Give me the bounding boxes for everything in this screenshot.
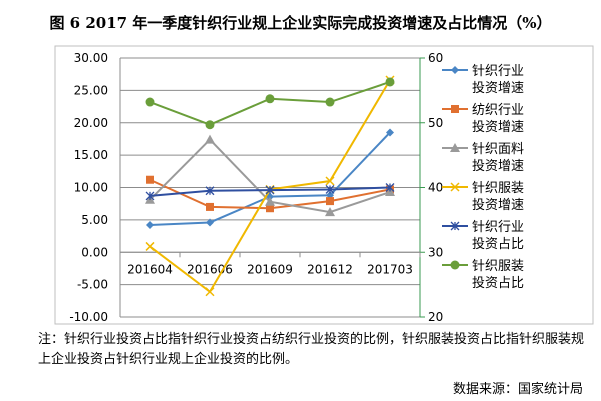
data-point bbox=[146, 221, 154, 230]
data-point bbox=[205, 134, 215, 144]
x-tick-label: 201703 bbox=[367, 262, 413, 276]
chart-title: 图 6 2017 年一季度针织行业规上企业实际完成投资增速及占比情况（%） bbox=[49, 14, 552, 32]
legend-label: 投资增速 bbox=[472, 80, 524, 96]
y-right-tick-label: 30 bbox=[428, 245, 443, 259]
legend-label: 纺织行业 bbox=[472, 103, 524, 118]
legend-label: 投资增速 bbox=[472, 158, 524, 174]
data-point bbox=[205, 186, 215, 196]
line-chart: 30.00 25.00 20.00 15.00 10.00 5.00 0.00 -5.00 -1… bbox=[54, 45, 594, 325]
data-point bbox=[450, 260, 460, 270]
data-point bbox=[145, 191, 155, 201]
data-point bbox=[325, 97, 335, 107]
data-point bbox=[145, 241, 155, 251]
series-line bbox=[149, 79, 391, 294]
legend-label: 针织行业 bbox=[472, 64, 524, 79]
y-left-tick-label: 5.00 bbox=[81, 213, 108, 227]
y-right-tick-label: 60 bbox=[428, 51, 443, 65]
legend-label: 投资占比 bbox=[472, 275, 524, 291]
data-point bbox=[451, 105, 459, 113]
legend-label: 投资占比 bbox=[472, 236, 524, 252]
data-point bbox=[205, 287, 215, 297]
data-point bbox=[265, 185, 275, 195]
series-1 bbox=[146, 128, 394, 230]
data-point bbox=[325, 176, 335, 186]
y-right-tick-label: 40 bbox=[428, 181, 443, 195]
series-5 bbox=[145, 183, 395, 201]
data-point bbox=[146, 175, 154, 184]
y-left-tick-label: 15.00 bbox=[74, 148, 108, 162]
data-point bbox=[450, 143, 460, 152]
data-point bbox=[265, 196, 275, 206]
x-tick-label: 201604 bbox=[127, 262, 173, 276]
data-point bbox=[145, 97, 155, 107]
legend-label: 投资增速 bbox=[472, 197, 524, 213]
y-left-tick-label: -10.00 bbox=[69, 310, 108, 324]
legend-label: 针织服装 bbox=[472, 181, 524, 196]
y-left-tick-label: 25.00 bbox=[74, 83, 108, 97]
x-tick-label: 201612 bbox=[307, 262, 353, 276]
series-line bbox=[149, 81, 391, 126]
legend-label: 投资增速 bbox=[472, 119, 524, 135]
series-6 bbox=[145, 77, 395, 130]
data-source: 数据来源：国家统计局 bbox=[452, 382, 583, 397]
x-tick-label: 201609 bbox=[247, 262, 293, 276]
data-point bbox=[206, 218, 214, 227]
legend-label: 针织服装 bbox=[472, 259, 524, 274]
data-point bbox=[451, 66, 459, 74]
footnote: 注：针织行业投资占比指针织行业投资占纺织行业投资的比例，针织服装投资占比指针织服… bbox=[38, 332, 585, 367]
data-point bbox=[206, 202, 214, 211]
data-point bbox=[326, 197, 334, 206]
y-left-tick-label: 30.00 bbox=[74, 51, 108, 65]
data-point bbox=[325, 184, 335, 194]
legend-item: 针织服装投资占比 bbox=[442, 259, 524, 291]
legend-item: 针织行业投资占比 bbox=[442, 220, 524, 252]
series-3 bbox=[145, 134, 395, 217]
data-point bbox=[450, 182, 460, 192]
y-left-tick-label: 0.00 bbox=[81, 245, 108, 259]
data-point bbox=[385, 183, 395, 192]
data-point bbox=[266, 204, 274, 213]
data-point bbox=[450, 221, 460, 231]
y-left-tick-label: 20.00 bbox=[74, 116, 108, 130]
y-right-tick-label: 20 bbox=[428, 310, 443, 324]
data-point bbox=[265, 94, 275, 104]
data-point bbox=[205, 120, 215, 130]
data-point bbox=[386, 128, 394, 137]
data-point bbox=[325, 207, 335, 217]
legend-label: 针织行业 bbox=[472, 220, 524, 235]
y-left-tick-label: 10.00 bbox=[74, 181, 108, 195]
data-point bbox=[385, 187, 395, 197]
y-right-tick-label: 50 bbox=[428, 116, 443, 130]
data-point bbox=[385, 77, 395, 87]
legend-label: 针织面料 bbox=[472, 142, 524, 157]
y-left-tick-label: -5.00 bbox=[77, 278, 108, 292]
chart-border bbox=[54, 45, 594, 325]
